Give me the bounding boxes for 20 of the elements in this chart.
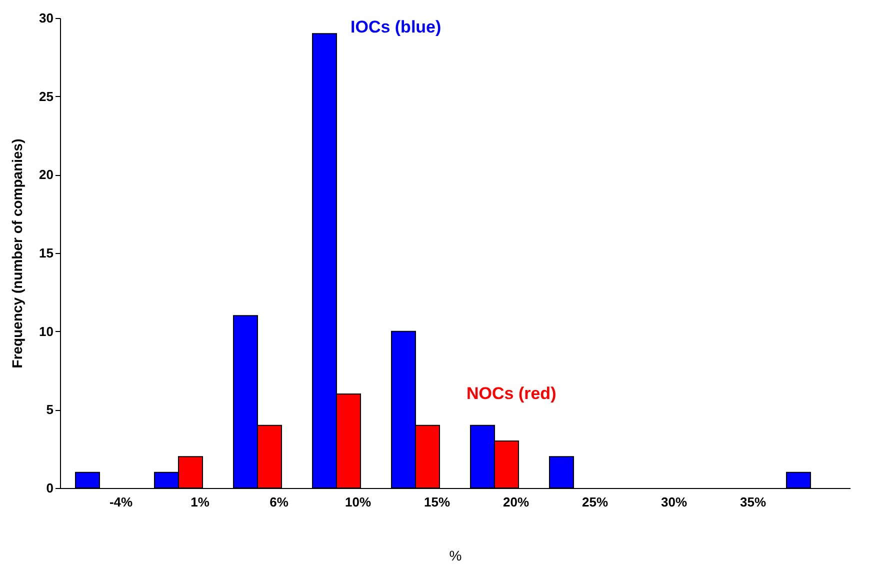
x-tick-label: 1%: [190, 494, 210, 510]
y-tick-label: 5: [46, 402, 54, 418]
y-tick-label: 30: [39, 10, 54, 26]
y-tick-label: 25: [39, 88, 54, 104]
x-tick-label: 25%: [582, 494, 608, 510]
y-tick-label: 20: [39, 167, 54, 182]
x-tick-label: 35%: [740, 494, 766, 510]
x-tick-label: -4%: [109, 494, 133, 510]
x-axis-title: %: [449, 548, 462, 564]
annotation: NOCs (red): [466, 384, 556, 403]
x-tick-label: 10%: [344, 494, 372, 510]
x-tick-label: 6%: [270, 494, 289, 510]
y-tick-label: 10: [39, 324, 54, 339]
x-tick-label: 15%: [424, 494, 450, 510]
x-tick-label: 30%: [660, 494, 688, 510]
y-tick-label: 0: [46, 480, 54, 496]
y-axis-title: Frequency (number of companies): [9, 138, 26, 368]
x-tick-label: 20%: [502, 494, 530, 510]
annotation: IOCs (blue): [350, 18, 442, 37]
y-tick-label: 15: [39, 246, 54, 260]
